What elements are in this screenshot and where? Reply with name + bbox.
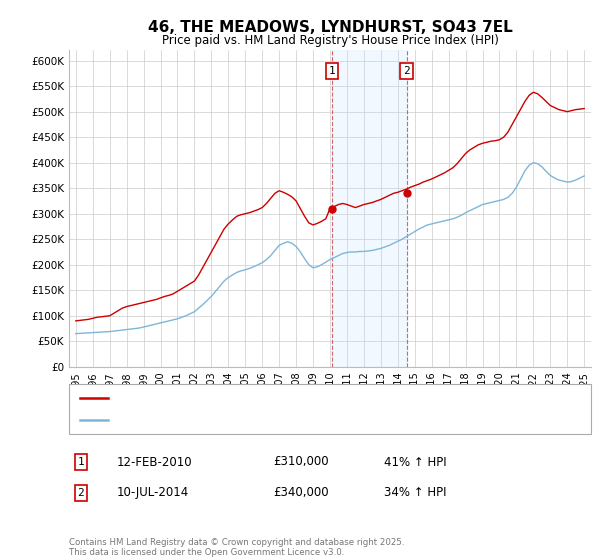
Text: Contains HM Land Registry data © Crown copyright and database right 2025.
This d: Contains HM Land Registry data © Crown c… [69, 538, 404, 557]
Text: 2: 2 [77, 488, 85, 498]
Text: 1: 1 [77, 457, 85, 467]
Bar [332, 50, 407, 367]
Text: Price paid vs. HM Land Registry's House Price Index (HPI): Price paid vs. HM Land Registry's House … [161, 34, 499, 46]
Text: 12-FEB-2010: 12-FEB-2010 [117, 455, 193, 469]
Text: 41% ↑ HPI: 41% ↑ HPI [384, 455, 446, 469]
Text: 1: 1 [328, 66, 335, 76]
Text: 46, THE MEADOWS, LYNDHURST, SO43 7EL: 46, THE MEADOWS, LYNDHURST, SO43 7EL [148, 20, 512, 35]
Text: HPI: Average price, semi-detached house, New Forest: HPI: Average price, semi-detached house,… [112, 415, 392, 425]
Text: £340,000: £340,000 [273, 486, 329, 500]
Text: £310,000: £310,000 [273, 455, 329, 469]
Text: 46, THE MEADOWS, LYNDHURST, SO43 7EL (semi-detached house): 46, THE MEADOWS, LYNDHURST, SO43 7EL (se… [112, 393, 460, 403]
Text: 10-JUL-2014: 10-JUL-2014 [117, 486, 189, 500]
Text: 34% ↑ HPI: 34% ↑ HPI [384, 486, 446, 500]
Text: 2: 2 [403, 66, 410, 76]
